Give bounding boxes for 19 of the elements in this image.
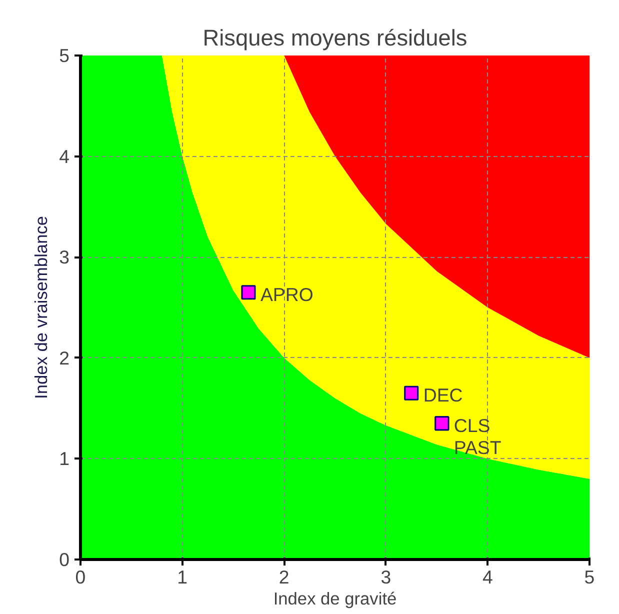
y-tick-label: 4	[59, 146, 70, 167]
x-tick-label: 2	[278, 566, 290, 588]
y-axis-title: Index de vraisemblance	[31, 216, 52, 400]
annotation: CLS	[454, 414, 490, 436]
chart-title: Risques moyens résiduels	[202, 24, 468, 50]
y-tick-label: 3	[59, 246, 70, 268]
x-tick-label: 3	[380, 566, 392, 588]
x-axis-title: Index de gravité	[273, 588, 397, 608]
y-tick-label: 1	[59, 448, 70, 470]
x-tick-label: 0	[75, 566, 86, 588]
x-tick-label: 1	[177, 566, 188, 588]
y-tick-label: 2	[59, 347, 70, 368]
x-tick-label: 5	[584, 566, 595, 588]
x-tick-label: 4	[482, 566, 493, 588]
annotation: APRO	[260, 284, 314, 305]
annotation: DEC	[423, 384, 463, 406]
y-tick-label: 5	[59, 45, 70, 66]
y-tick-label: 0	[59, 549, 70, 570]
annotation: PAST	[454, 436, 502, 458]
